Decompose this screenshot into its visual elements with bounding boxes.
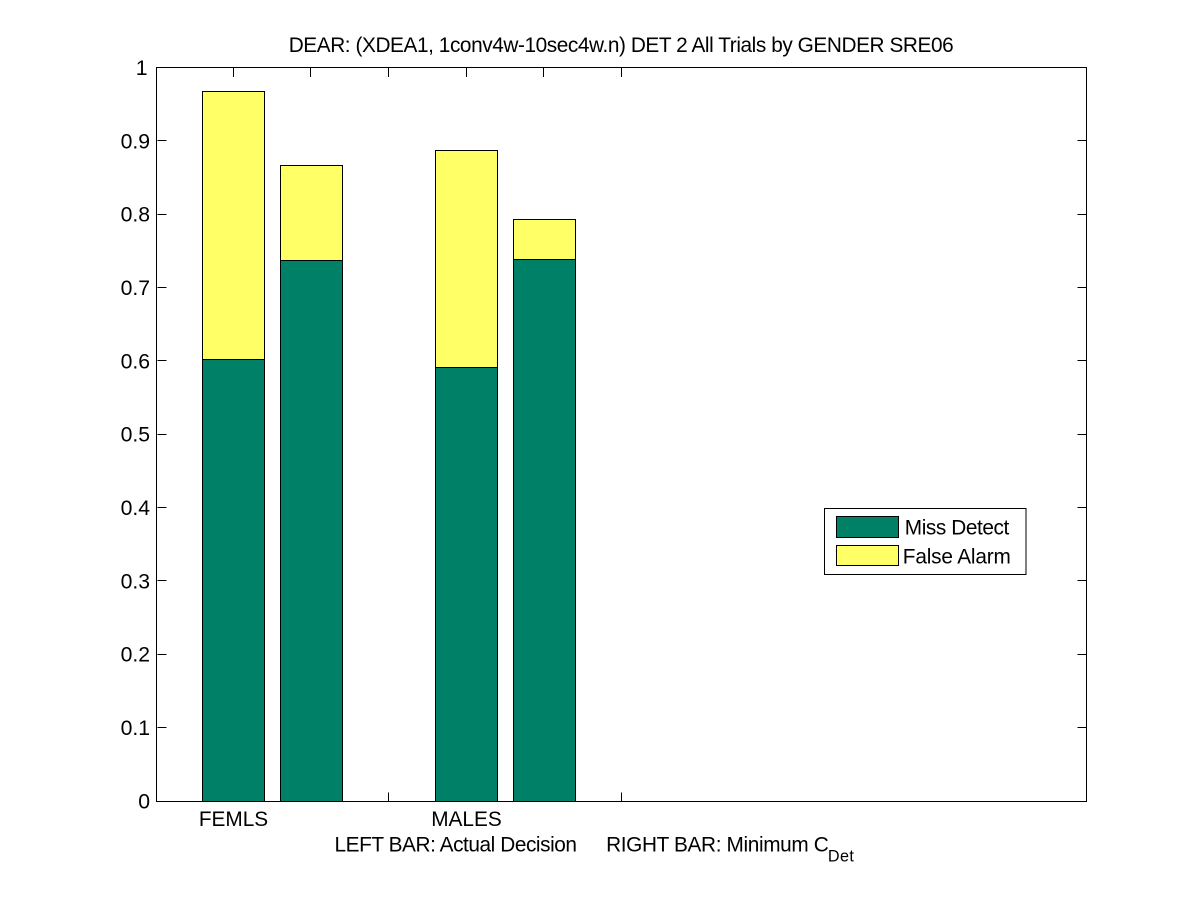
svg-text:0.8: 0.8 xyxy=(121,204,150,227)
svg-text:0.4: 0.4 xyxy=(121,497,151,520)
svg-text:LEFT BAR: Actual Decision: LEFT BAR: Actual Decision xyxy=(335,834,578,857)
svg-text:Miss Detect: Miss Detect xyxy=(905,517,1010,540)
svg-text:MALES: MALES xyxy=(431,808,502,831)
svg-text:0.9: 0.9 xyxy=(121,130,150,153)
svg-text:False Alarm: False Alarm xyxy=(903,546,1011,569)
svg-text:0.7: 0.7 xyxy=(121,277,150,300)
svg-text:RIGHT BAR: Minimum C: RIGHT BAR: Minimum C xyxy=(606,834,829,857)
svg-text:FEMLS: FEMLS xyxy=(199,808,268,831)
svg-text:0.1: 0.1 xyxy=(121,717,150,740)
svg-text:0.3: 0.3 xyxy=(121,570,150,593)
svg-text:Det: Det xyxy=(828,848,855,866)
svg-text:0.6: 0.6 xyxy=(121,350,150,373)
svg-text:0.2: 0.2 xyxy=(121,644,150,667)
svg-text:DEAR: (XDEA1, 1conv4w-10sec4w.: DEAR: (XDEA1, 1conv4w-10sec4w.n) DET 2 A… xyxy=(289,34,954,57)
svg-text:1: 1 xyxy=(136,57,148,80)
svg-text:0.5: 0.5 xyxy=(121,424,150,447)
svg-text:0: 0 xyxy=(138,790,150,813)
